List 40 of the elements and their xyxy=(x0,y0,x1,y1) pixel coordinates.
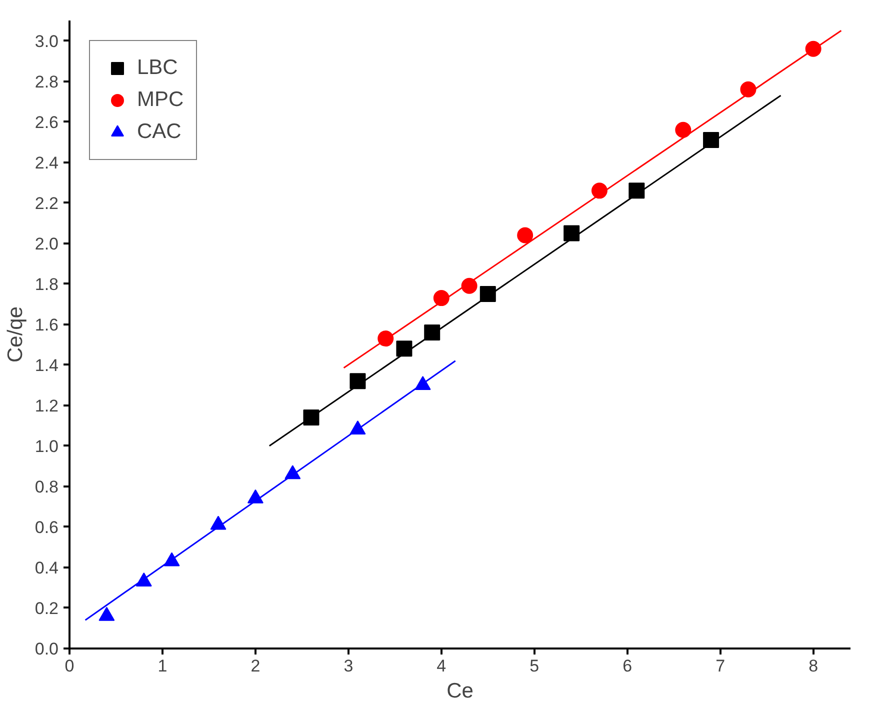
y-tick-label: 1.8 xyxy=(34,274,59,294)
y-tick-label: 0.8 xyxy=(34,477,59,496)
x-tick-label: 1 xyxy=(158,656,168,676)
point xyxy=(350,373,366,390)
legend-label: LBC xyxy=(137,56,178,80)
x-tick-label: 3 xyxy=(344,656,354,676)
legend-label: MPC xyxy=(137,88,184,112)
point xyxy=(740,81,756,98)
point xyxy=(628,182,645,199)
point xyxy=(433,290,450,306)
y-tick-label: 2.2 xyxy=(34,194,59,213)
point xyxy=(517,227,534,244)
x-tick-label: 5 xyxy=(530,656,540,676)
x-tick-label: 2 xyxy=(250,656,260,676)
x-tick-label: 0 xyxy=(64,656,74,676)
y-tick-label: 2.8 xyxy=(34,72,59,92)
y-tick-label: 1.0 xyxy=(34,436,59,456)
y-tick-label: 2.6 xyxy=(34,112,59,132)
point xyxy=(703,132,720,148)
x-tick-label: 7 xyxy=(716,656,726,676)
point xyxy=(98,606,115,621)
y-tick-label: 1.4 xyxy=(34,356,59,375)
y-tick-label: 2.0 xyxy=(34,234,59,254)
y-tick-label: 0.0 xyxy=(34,640,59,658)
y-tick-label: 3.0 xyxy=(34,32,59,51)
y-tick-label: 2.4 xyxy=(34,153,59,172)
y-tick-label: 0.4 xyxy=(34,558,59,578)
x-tick-label: 8 xyxy=(808,656,818,676)
y-tick-label: 0.6 xyxy=(34,518,59,537)
legend-label: CAC xyxy=(137,120,182,144)
x-tick-label: 6 xyxy=(622,656,632,676)
point xyxy=(675,122,692,138)
point xyxy=(396,340,412,357)
point xyxy=(564,225,580,242)
y-tick-label: 1.2 xyxy=(34,396,59,416)
y-axis-title: Ce/qe xyxy=(4,306,27,363)
x-axis-title: Ce xyxy=(446,680,474,702)
y-tick-label: 0.2 xyxy=(34,598,59,618)
x-tick-label: 4 xyxy=(436,656,446,676)
y-tick-label: 1.6 xyxy=(34,315,59,334)
